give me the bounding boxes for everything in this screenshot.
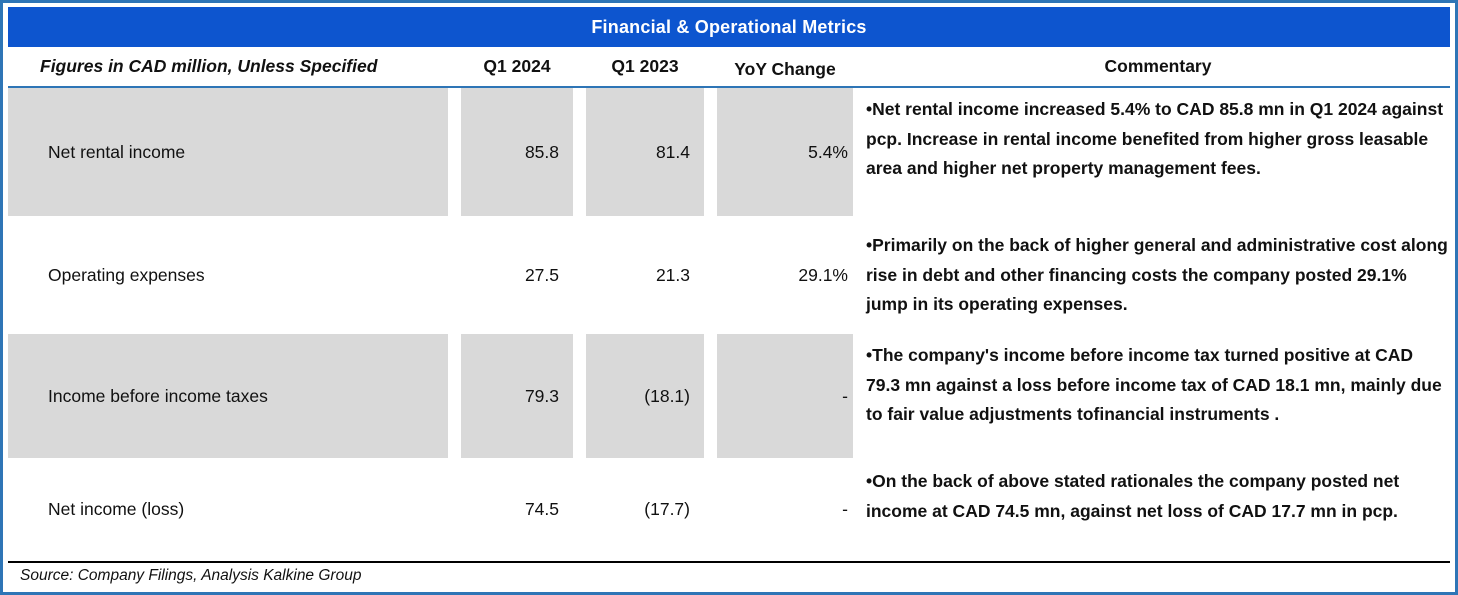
table-header-row: Figures in CAD million, Unless Specified… (8, 47, 1450, 88)
metric-label: Operating expenses (48, 264, 205, 285)
source-note-row: Source: Company Filings, Analysis Kalkin… (8, 561, 1450, 588)
value-yoy-change: - (842, 498, 848, 519)
header-q1-2024: Q1 2024 (483, 56, 551, 76)
value-q1-2024: 74.5 (524, 498, 559, 519)
metric-label: Net rental income (8, 88, 448, 216)
table-row-operating-expenses: Operating expenses 27.5 21.3 29.1% •Prim… (8, 216, 1450, 334)
commentary-text: •The company's income before income tax … (866, 345, 1442, 424)
value-q1-2023: 21.3 (655, 264, 690, 285)
value-q1-2023: (17.7) (644, 498, 690, 519)
value-yoy-change: 5.4% (717, 88, 853, 216)
value-yoy-change: - (717, 334, 853, 458)
metric-label: Net income (loss) (48, 498, 185, 519)
commentary-text: •Net rental income increased 5.4% to CAD… (866, 99, 1444, 178)
table-title: Financial & Operational Metrics (591, 16, 867, 37)
commentary-text: •Primarily on the back of higher general… (866, 235, 1448, 314)
header-q1-2023: Q1 2023 (611, 56, 679, 76)
header-commentary: Commentary (1104, 56, 1212, 76)
value-yoy-change: 29.1% (798, 264, 848, 285)
table-row-net-rental-income: Net rental income 85.8 81.4 5.4% •Net re… (8, 88, 1450, 216)
table-row-net-income-loss: Net income (loss) 74.5 (17.7) - •On the … (8, 458, 1450, 560)
value-q1-2024: 79.3 (461, 334, 573, 458)
value-q1-2023: 81.4 (586, 88, 704, 216)
table-body: Net rental income 85.8 81.4 5.4% •Net re… (8, 88, 1450, 560)
source-note: Source: Company Filings, Analysis Kalkin… (20, 566, 362, 584)
table-title-bar: Financial & Operational Metrics (8, 7, 1450, 47)
header-yoy-change: YoY Change (734, 59, 836, 79)
value-q1-2023: (18.1) (586, 334, 704, 458)
value-q1-2024: 27.5 (524, 264, 559, 285)
header-figures-note: Figures in CAD million, Unless Specified (40, 56, 378, 76)
metric-label: Income before income taxes (8, 334, 448, 458)
table-row-income-before-taxes: Income before income taxes 79.3 (18.1) -… (8, 334, 1450, 458)
value-q1-2024: 85.8 (461, 88, 573, 216)
commentary-text: •On the back of above stated rationales … (866, 471, 1400, 521)
